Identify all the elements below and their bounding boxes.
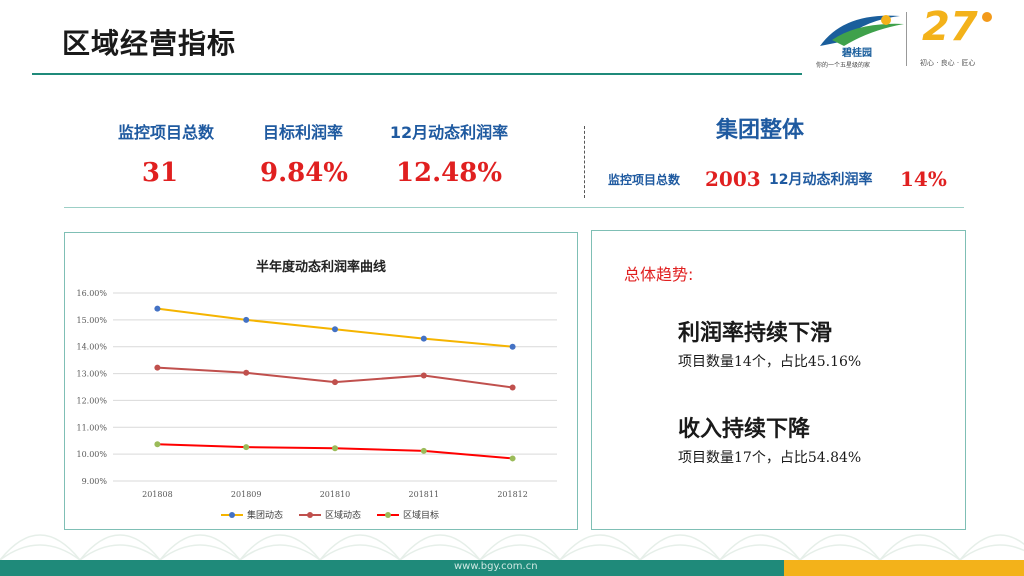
footer-bar bbox=[0, 560, 784, 576]
legend-marker bbox=[307, 512, 313, 518]
line-chart: 半年度动态利润率曲线 9.00% 10.00% 11.00% 12.00% 13.00%… bbox=[76, 259, 557, 521]
logo-slogan: 初心 · 良心 · 匠心 bbox=[920, 59, 976, 67]
trend-item-desc: 项目数量14个，占比45.16% bbox=[678, 354, 862, 370]
x-tick-label: 201811 bbox=[409, 490, 440, 499]
kpi-label-target-margin: 目标利润率 bbox=[262, 123, 343, 142]
y-tick-label: 11.00% bbox=[76, 423, 107, 432]
x-tick-label: 201810 bbox=[320, 490, 351, 499]
kpi-value-target-margin: 9.84% bbox=[259, 158, 349, 188]
trend-item-title: 利润率持续下滑 bbox=[678, 321, 833, 346]
trend-heading: 总体趋势: bbox=[624, 265, 694, 284]
data-point bbox=[332, 326, 338, 333]
legend-label: 集团动态 bbox=[247, 509, 283, 521]
anniversary-number: 27 bbox=[922, 4, 978, 50]
kpi-value-project-count: 31 bbox=[141, 158, 179, 188]
kpi-bottom-rule bbox=[64, 207, 964, 208]
data-point bbox=[154, 305, 161, 312]
legend-marker bbox=[385, 512, 391, 518]
x-tick-label: 201808 bbox=[142, 490, 173, 499]
logo-swoosh-icon bbox=[820, 15, 904, 46]
company-logo: 碧桂园 你的一个五星级的家 27 初心 · 良心 · 匠心 bbox=[808, 2, 1004, 74]
x-tick-label: 201809 bbox=[231, 490, 262, 499]
chart-panel: 半年度动态利润率曲线 9.00% 10.00% 11.00% 12.00% 13.00%… bbox=[64, 232, 578, 530]
group-label-dec-dynamic-margin: 12月动态利润率 bbox=[769, 172, 873, 188]
data-point bbox=[420, 335, 427, 342]
footer-accent-bar bbox=[784, 560, 1024, 576]
x-tick-label: 201812 bbox=[497, 490, 528, 499]
y-tick-label: 15.00% bbox=[76, 316, 107, 325]
logo-divider bbox=[906, 12, 907, 66]
logo-tagline: 你的一个五星级的家 bbox=[816, 62, 871, 69]
footer-url: www.bgy.com.cn bbox=[454, 561, 538, 572]
trend-panel: 总体趋势: 利润率持续下滑 项目数量14个，占比45.16% 收入持续下降 项目… bbox=[591, 230, 966, 530]
logo-brand-name: 碧桂园 bbox=[842, 48, 872, 59]
kpi-value-dec-dynamic-margin: 12.48% bbox=[395, 158, 503, 188]
data-point bbox=[243, 316, 250, 323]
data-point bbox=[243, 369, 250, 376]
group-label-project-count: 监控项目总数 bbox=[608, 173, 681, 187]
y-tick-label: 14.00% bbox=[76, 343, 107, 352]
data-point bbox=[509, 455, 516, 462]
y-tick-label: 13.00% bbox=[76, 370, 107, 379]
data-point bbox=[243, 444, 250, 451]
title-underline bbox=[32, 73, 802, 75]
y-tick-label: 10.00% bbox=[76, 450, 107, 459]
data-point bbox=[154, 364, 161, 371]
page-title: 区域经营指标 bbox=[62, 27, 237, 60]
chart-title: 半年度动态利润率曲线 bbox=[256, 259, 386, 275]
data-point bbox=[420, 447, 427, 454]
legend-label: 区域动态 bbox=[325, 509, 361, 521]
data-point bbox=[154, 441, 161, 448]
y-tick-label: 12.00% bbox=[76, 396, 107, 405]
trend-item-title: 收入持续下降 bbox=[678, 417, 811, 442]
data-point bbox=[332, 379, 338, 386]
kpi-label-project-count: 监控项目总数 bbox=[117, 123, 214, 142]
group-value-project-count: 2003 bbox=[705, 167, 761, 191]
group-title: 集团整体 bbox=[716, 118, 805, 143]
group-value-dec-dynamic-margin: 14% bbox=[900, 167, 947, 191]
data-point bbox=[420, 372, 427, 379]
y-tick-label: 16.00% bbox=[76, 289, 107, 298]
trend-item-desc: 项目数量17个，占比54.84% bbox=[678, 450, 862, 466]
background-pattern bbox=[0, 534, 1024, 560]
data-point bbox=[509, 384, 516, 391]
y-tick-label: 9.00% bbox=[82, 477, 108, 486]
sun-icon bbox=[982, 12, 992, 22]
kpi-label-dec-dynamic-margin: 12月动态利润率 bbox=[389, 123, 509, 142]
data-point bbox=[332, 445, 338, 452]
kpi-divider bbox=[584, 126, 585, 198]
data-point bbox=[509, 343, 516, 350]
legend-label: 区域目标 bbox=[403, 509, 439, 521]
legend-marker bbox=[229, 512, 235, 518]
